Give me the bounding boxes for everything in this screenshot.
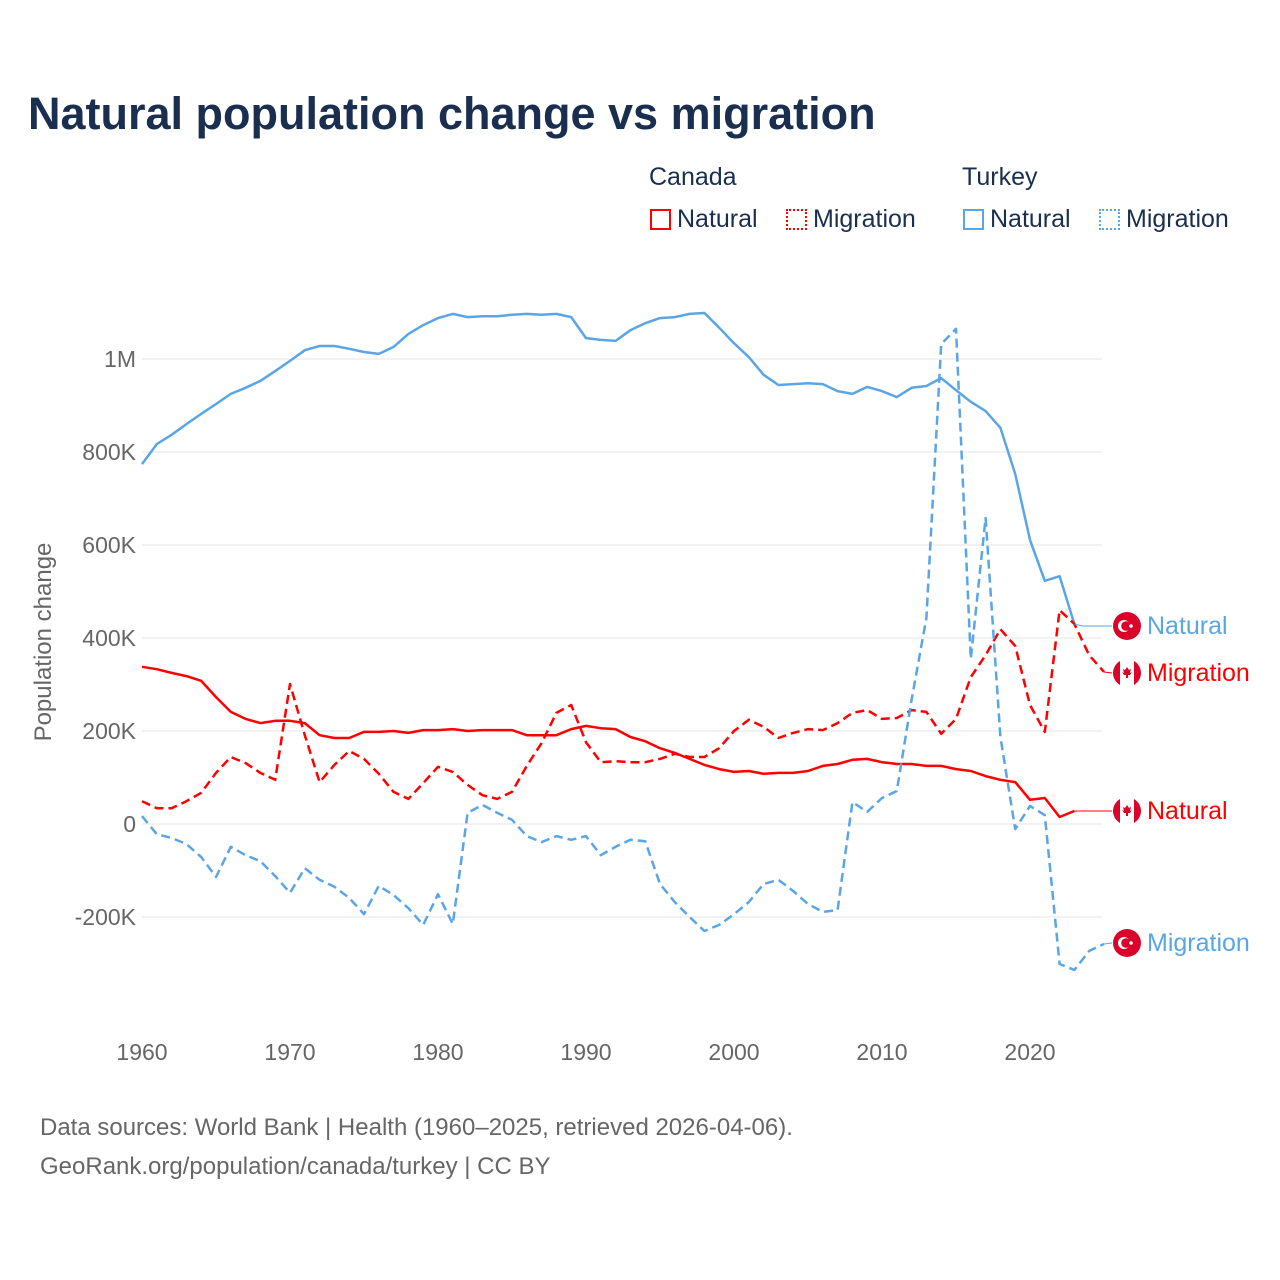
x-tick-label: 1980 [412,1039,463,1065]
y-tick-label: 1M [104,346,136,372]
y-axis-label: Population change [30,543,57,742]
legend-label: Natural [677,205,758,233]
legend-label: Migration [813,205,916,233]
footer: Data sources: World Bank | Health (1960–… [40,1108,793,1186]
x-tick-label: 2020 [1004,1039,1055,1065]
chart-title: Natural population change vs migration [28,88,876,139]
legend-swatch-dotted [786,209,807,230]
turkey-flag-icon [1113,612,1141,640]
series-turkey-natural[interactable] [140,311,1076,625]
end-label-turkey-migration: Migration [1147,929,1250,957]
y-tick-label: 400K [82,625,136,651]
legend-group-canada: Canada [649,163,737,191]
y-tick-label: 800K [82,439,136,465]
label-connector [1074,623,1112,627]
y-tick-label: 200K [82,718,136,744]
legend-canada-natural[interactable]: Natural [650,205,758,234]
series-turkey-migration[interactable] [141,327,1105,972]
legend-label: Natural [990,205,1071,233]
end-label-canada-natural: Natural [1147,797,1228,825]
y-tick-label: -200K [75,904,137,930]
y-tick-label: 0 [123,811,136,837]
x-tick-label: 1960 [116,1039,167,1065]
footer-link[interactable]: GeoRank.org/population/canada/turkey | C… [40,1153,551,1180]
x-tick-label: 1990 [560,1039,611,1065]
legend-swatch-dotted [1099,209,1120,230]
x-tick-label: 2010 [856,1039,907,1065]
canada-flag-icon [1113,659,1141,687]
canada-flag-icon [1113,797,1141,825]
end-label-canada-migration: Migration [1147,659,1250,687]
x-tick-label: 1970 [264,1039,315,1065]
series-canada-migration[interactable] [141,608,1105,810]
x-tick-label: 2000 [708,1039,759,1065]
end-label-turkey-natural: Natural [1147,612,1228,640]
label-connector [1103,942,1113,945]
label-connector [1103,671,1113,674]
legend-swatch-solid [963,209,984,230]
footer-sources: Data sources: World Bank | Health (1960–… [40,1114,793,1141]
y-tick-label: 600K [82,532,136,558]
series-canada-natural[interactable] [141,665,1075,819]
legend-swatch-solid [650,209,671,230]
legend-label: Migration [1126,205,1229,233]
legend-canada-migration[interactable]: Migration [786,205,916,234]
turkey-flag-icon [1113,929,1141,957]
legend-turkey-migration[interactable]: Migration [1099,205,1229,234]
legend-group-turkey: Turkey [962,163,1038,191]
legend-turkey-natural[interactable]: Natural [963,205,1071,234]
